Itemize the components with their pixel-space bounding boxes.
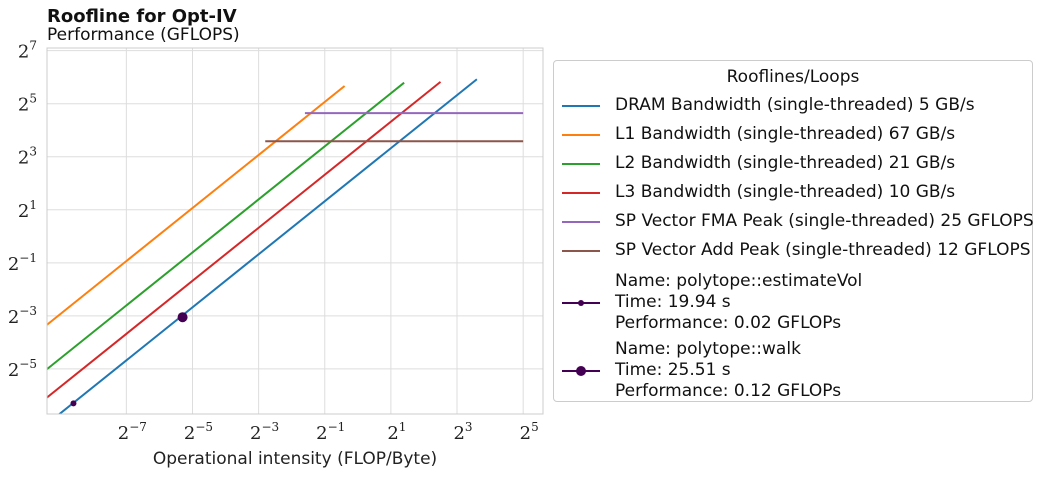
y-tick-label: 23 [18,145,37,169]
x-tick-label: 2−1 [316,420,345,444]
legend-label-line: Performance: 0.02 GFLOPs [615,313,842,333]
legend-label: SP Vector FMA Peak (single-threaded) 25 … [615,211,1034,231]
legend-swatch [562,163,600,165]
legend-label: Name: polytope::walk Time: 25.51 s Perform… [615,339,841,402]
y-tick-label: 2−3 [8,304,37,328]
y-tick-label: 21 [18,198,37,222]
legend-swatch [562,221,600,223]
series-line-3 [47,81,405,371]
x-axis-label: Operational intensity (FLOP/Byte) [153,449,437,469]
legend-label-line: Name: polytope::walk [615,339,801,359]
loop-points [70,312,188,407]
legend: Rooflines/Loops DRAM Bandwidth (single-t… [553,60,1034,403]
legend-entry: L1 Bandwidth (single-threaded) 67 GB/s [562,124,1028,150]
grid [47,48,543,414]
legend-swatch [562,134,600,136]
y-tick-label: 25 [18,92,37,116]
legend-entry: DRAM Bandwidth (single-threaded) 5 GB/s [562,95,1028,121]
legend-entry: L3 Bandwidth (single-threaded) 10 GB/s [562,182,1028,208]
series-line-4 [47,81,442,399]
y-tick-label: 2−5 [8,357,37,381]
legend-label: L3 Bandwidth (single-threaded) 10 GB/s [615,182,956,202]
legend-label: L1 Bandwidth (single-threaded) 67 GB/s [615,124,956,144]
legend-swatch [562,105,600,107]
x-tick-label: 2−5 [184,420,213,444]
legend-entry: SP Vector FMA Peak (single-threaded) 25 … [562,211,1034,237]
legend-label-line: Performance: 0.12 GFLOPs [615,381,842,401]
legend-label: DRAM Bandwidth (single-threaded) 5 GB/s [615,95,975,115]
y-axis-label: Performance (GFLOPS) [47,25,240,45]
legend-label-line: Time: 25.51 s [615,360,731,380]
x-tick-label: 25 [520,420,539,444]
legend-entry: SP Vector Add Peak (single-threaded) 12 … [562,240,1031,266]
legend-title: Rooflines/Loops [726,67,860,87]
tick-labels: 2−7 2−5 2−3 2−1 21 23 25 2−5 2−3 2−1 21 23 25 27 [8,39,539,444]
legend-label: Name: polytope::estimateVol Time: 19.94 s… [615,271,862,334]
legend-entry: Name: polytope::estimateVol Time: 19.94 s… [562,271,1028,335]
legend-marker [576,366,586,376]
legend-entry: Name: polytope::walk Time: 25.51 s Perform… [562,339,1028,403]
legend-swatch [562,250,600,252]
legend-marker [578,300,584,306]
legend-label: L2 Bandwidth (single-threaded) 21 GB/s [615,153,956,173]
legend-swatch [562,192,600,194]
series-line-1 [57,78,478,414]
legend-entry: L2 Bandwidth (single-threaded) 21 GB/s [562,153,1028,179]
y-tick-label: 27 [18,39,37,63]
x-tick-label: 21 [387,420,406,444]
series-line-2 [47,85,346,327]
x-tick-label: 23 [453,420,472,444]
legend-label-line: Name: polytope::estimateVol [615,271,863,291]
x-tick-label: 2−7 [118,420,147,444]
legend-label-line: Time: 19.94 s [615,292,731,312]
plot-frame [46,47,544,415]
chart-title: Roofline for Opt-IV [47,6,237,27]
legend-label: SP Vector Add Peak (single-threaded) 12 … [615,240,1031,260]
series-lines [47,78,524,414]
x-tick-label: 2−3 [250,420,279,444]
loop-point-2 [177,312,188,323]
y-tick-label: 2−1 [8,251,37,275]
loop-point-1 [70,400,77,407]
